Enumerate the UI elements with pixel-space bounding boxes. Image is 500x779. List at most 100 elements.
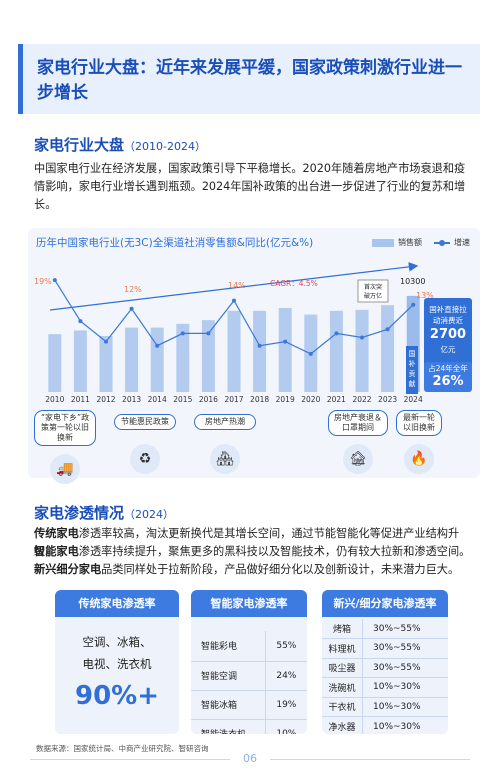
growth-label-2010: 19%: [34, 277, 52, 286]
row-name: 烤箱: [322, 619, 363, 639]
traditional-line2: 电视、洗衣机: [82, 657, 152, 671]
callout-text-1: 首次突: [364, 283, 382, 291]
card-title: 新兴/细分家电渗透率: [322, 590, 448, 617]
traditional-items: 空调、冰箱、 电视、洗衣机: [55, 631, 179, 675]
legend-line-label: 增速: [454, 238, 470, 247]
event-label: 房地产衰退＆口罩期间: [328, 410, 388, 436]
event-tradein: 最新一轮以旧换新 🔥: [396, 410, 442, 474]
x-tick-2021: 2021: [327, 395, 346, 404]
growth-point-2019: [283, 339, 288, 344]
growth-point-2024: [411, 302, 416, 307]
row-value: 55%: [265, 631, 307, 662]
growth-point-2018: [257, 343, 262, 348]
row-value: 10%~30%: [362, 677, 448, 698]
section-title-text: 家电渗透情况: [34, 504, 125, 522]
growth-label-2013: 12%: [124, 285, 142, 294]
value-label-2024: 10300: [400, 277, 425, 286]
page-title: 家电行业大盘：近年来发展平缓，国家政策刺激行业进一步增长: [37, 58, 462, 103]
table-row: 洗碗机 10%~30%: [322, 677, 448, 698]
row-name: 净水器: [328, 723, 356, 733]
line-text: 渗透率较高，淘汰更新换代是其增长空间，通过节能智能化等促进产业结构升级。: [34, 527, 460, 558]
section-subtitle: （2024）: [124, 508, 175, 521]
table-row: 净水器 10%~30%: [322, 716, 448, 734]
growth-point-2010: [52, 278, 57, 283]
row-name: 智能空调: [191, 661, 266, 691]
bar-2015: [176, 323, 190, 392]
bar-2011: [73, 330, 87, 392]
market-paragraph: 中国家电行业在经济发展，国家政策引导下平稳增长。2020年随着房地产市场衰退和疫…: [34, 162, 466, 211]
bar-2021: [329, 310, 343, 392]
penetration-line-2: 智能家电渗透率持续提升，聚焦更多的黑科技以及智能技术，仍有较大拉新和渗透空间。: [34, 543, 474, 561]
x-tick-2022: 2022: [352, 395, 371, 404]
bar-2014: [150, 327, 164, 392]
card-title: 智能家电渗透率: [191, 590, 307, 617]
chart-title: 历年中国家电行业(无3C)全渠道社消零售额&同比(亿元&%): [36, 237, 314, 249]
bar-2019: [278, 308, 292, 392]
traditional-line1: 空调、冰箱、: [82, 635, 152, 649]
penetration-line-1: 传统家电渗透率较高，淘汰更新换代是其增长空间，通过节能智能化等促进产业结构升级。: [34, 525, 474, 561]
card-title: 传统家电渗透率: [55, 590, 179, 617]
x-tick-2019: 2019: [276, 395, 295, 404]
subsidy-line2: 动消费近: [433, 316, 463, 325]
callout-box: [357, 279, 389, 303]
recycle-icon: ♻: [130, 444, 160, 474]
subsidy-vertical-2: 补: [409, 359, 416, 368]
section-title-penetration: 家电渗透情况（2024）: [34, 502, 174, 523]
emerging-table: 烤箱 30%~55% 料理机 30%~55% 吸尘器 30%~55% 洗碗机 10%~3…: [322, 619, 448, 734]
subsidy-share-label: 占24年全年: [428, 364, 468, 373]
bar-2012: [99, 336, 113, 392]
cagr-label: CAGR：4.5%: [270, 279, 318, 288]
growth-point-2022: [360, 335, 364, 340]
event-label: 房地产热潮: [194, 414, 256, 430]
data-source: 数据来源：国家统计局、中商产业研究院、智研咨询: [36, 744, 209, 753]
section-subtitle: （2010-2024）: [124, 140, 206, 153]
line-bold: 传统家电: [34, 527, 79, 540]
subsidy-vertical-4: 献: [409, 379, 416, 388]
subsidy-unit: 亿元: [440, 345, 456, 354]
event-decline: 房地产衰退＆口罩期间 🏚: [328, 410, 388, 474]
x-tick-2014: 2014: [148, 395, 167, 404]
bar-2022: [355, 309, 369, 392]
x-tick-2011: 2011: [71, 395, 90, 404]
growth-point-2017: [232, 298, 236, 303]
house-decline-icon: 🏚: [343, 444, 373, 474]
table-row: 智能冰箱 19%: [191, 690, 307, 720]
section-title-text: 家电行业大盘: [34, 136, 125, 154]
footer-divider-right: [270, 759, 470, 760]
table-row: 料理机 30%~55%: [322, 638, 448, 659]
chart-card: 历年中国家电行业(无3C)全渠道社消零售额&同比(亿元&%) 销售额 增速 CA…: [28, 228, 480, 478]
bar-2010: [48, 334, 62, 392]
table-row: 智能空调 24%: [191, 661, 307, 691]
card-emerging: 新兴/细分家电渗透率 烤箱 30%~55% 料理机 30%~55% 吸尘器 30%~5…: [322, 590, 448, 734]
growth-point-2014: [155, 343, 160, 348]
growth-point-2021: [334, 331, 339, 336]
x-tick-2024: 2024: [404, 395, 423, 404]
x-tick-2023: 2023: [378, 395, 397, 404]
card-traditional: 传统家电渗透率 空调、冰箱、 电视、洗衣机 90%+: [55, 590, 179, 734]
row-name: 智能彩电: [191, 631, 266, 662]
event-label: 最新一轮以旧换新: [396, 410, 442, 436]
subsidy-vertical-box: [406, 346, 418, 394]
table-row: 干衣机 10%~30%: [322, 697, 448, 717]
row-name: 干衣机: [322, 697, 363, 717]
growth-point-2020: [308, 351, 313, 356]
sales-chart: CAGR：4.5% 2010 2011 2012 2013 2014 2015 2016 20…: [34, 262, 434, 404]
legend-bar-label: 销售额: [398, 238, 422, 247]
legend-bar-swatch: [372, 238, 394, 247]
x-tick-2013: 2013: [122, 395, 141, 404]
growth-label-2024: 13%: [416, 291, 434, 300]
row-name: 智能冰箱: [191, 690, 266, 720]
row-value: 10%~30%: [362, 697, 448, 717]
event-label: 节能惠民政策: [114, 414, 176, 430]
row-value: 30%~55%: [362, 658, 448, 678]
growth-label-2017: 14%: [228, 281, 246, 290]
row-value: 10%~30%: [362, 716, 448, 734]
subsidy-vertical-3: 贡: [409, 370, 416, 378]
page-number: 06: [243, 752, 257, 765]
x-tick-2012: 2012: [96, 395, 115, 404]
fire-icon: 🔥: [404, 444, 434, 474]
line-bold: 智能家电: [34, 545, 79, 558]
row-value: 30%~55%: [362, 619, 448, 639]
